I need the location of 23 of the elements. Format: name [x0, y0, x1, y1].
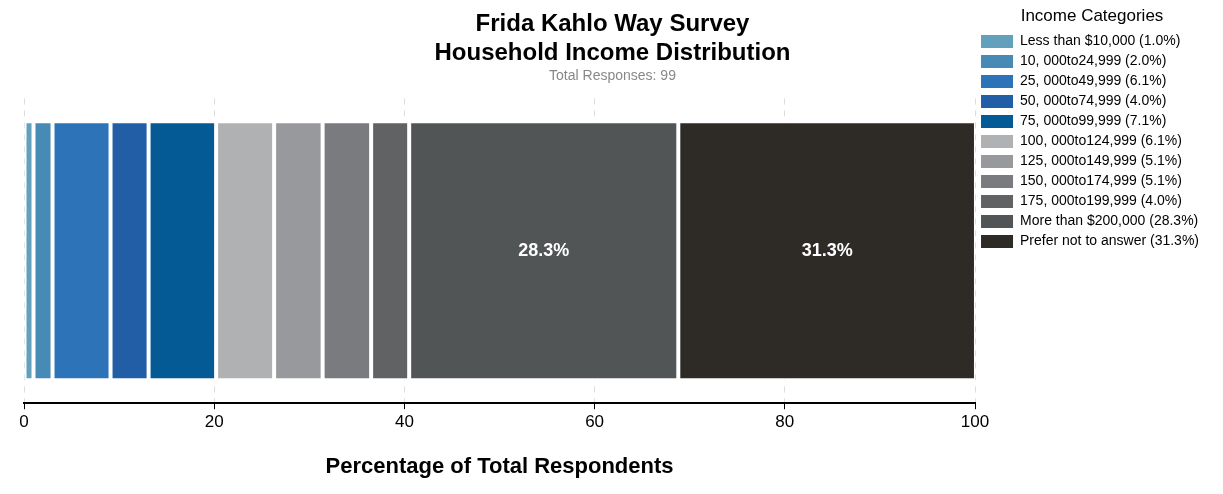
x-tick-label: 20: [204, 412, 224, 432]
chart-title: Frida Kahlo Way Survey Household Income Distribution: [434, 9, 791, 65]
x-tick-label: 40: [394, 412, 414, 432]
legend-label: 10, 000to24,999 (2.0%): [1020, 52, 1167, 69]
legend-title: Income Categories: [1020, 6, 1164, 26]
legend-label: 175, 000to199,999 (4.0%): [1020, 192, 1182, 209]
x-axis-title: Percentage of Total Respondents: [325, 452, 674, 478]
legend-label: 125, 000to149,999 (5.1%): [1020, 152, 1182, 169]
x-tick-label: 0: [19, 412, 29, 432]
x-tick-label: 100: [960, 412, 990, 432]
x-tick-label: 60: [585, 412, 605, 432]
legend-label: 150, 000to174,999 (5.1%): [1020, 172, 1182, 189]
chart-subtitle: Total Responses: 99: [549, 66, 677, 83]
legend-label: 100, 000to124,999 (6.1%): [1020, 132, 1182, 149]
legend-label: More than $200,000 (28.3%): [1020, 212, 1199, 229]
data-label: 31.3%: [801, 239, 853, 260]
legend-label: Prefer not to answer (31.3%): [1020, 232, 1200, 249]
x-tick-label: 80: [775, 412, 795, 432]
legend-label: Less than $10,000 (1.0%): [1020, 32, 1181, 49]
legend-label: 25, 000to49,999 (6.1%): [1020, 72, 1167, 89]
legend-label: 50, 000to74,999 (4.0%): [1020, 92, 1167, 109]
legend-label: 75, 000to99,999 (7.1%): [1020, 112, 1167, 129]
data-label: 28.3%: [518, 239, 570, 260]
